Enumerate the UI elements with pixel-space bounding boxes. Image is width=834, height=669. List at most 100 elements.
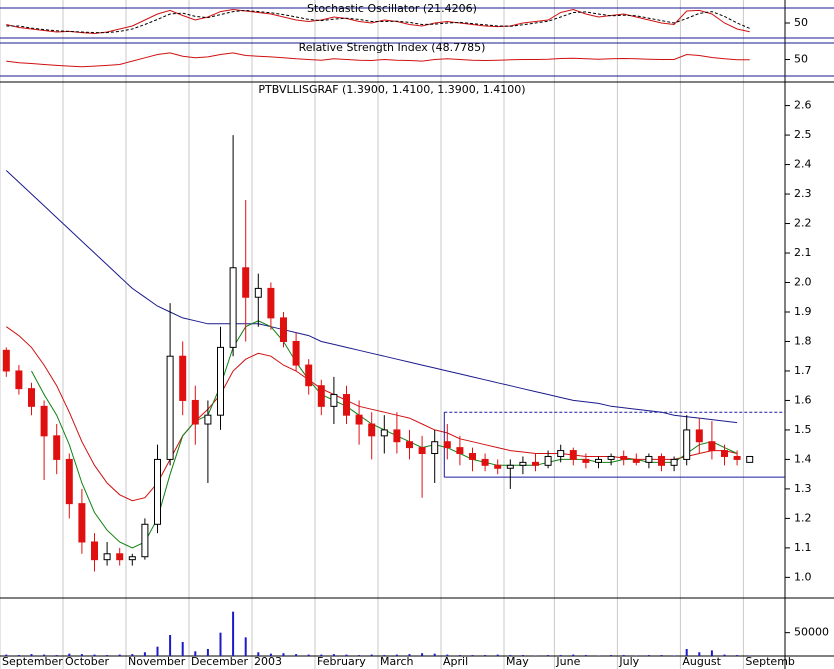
line-series xyxy=(6,52,750,68)
volume-bar xyxy=(698,652,701,656)
candle-body xyxy=(695,429,703,443)
candle-body xyxy=(670,458,678,466)
volume-bar xyxy=(408,654,411,656)
volume-bar xyxy=(559,655,562,656)
line-series xyxy=(6,326,738,502)
candle-body xyxy=(28,388,35,407)
candle-body xyxy=(683,429,691,460)
x-tick-label: December xyxy=(191,655,249,668)
candle-body xyxy=(708,441,716,452)
candle-body xyxy=(519,461,527,466)
volume-bar xyxy=(257,652,260,656)
volume-bar xyxy=(584,655,587,656)
panel-title: Relative Strength Index (48.7785) xyxy=(299,41,486,54)
candle-body xyxy=(305,364,313,387)
candle-body xyxy=(317,385,325,407)
volume-bar xyxy=(395,654,398,656)
candle-body xyxy=(418,447,426,455)
y-tick-label: 2.2 xyxy=(794,217,812,230)
candle-body xyxy=(254,287,262,298)
x-tick-label: September xyxy=(2,655,63,668)
candle-body xyxy=(431,441,439,455)
y-tick-label: 2.3 xyxy=(794,187,812,200)
x-tick-label: Septemb xyxy=(745,655,795,668)
x-tick-label: June xyxy=(555,655,580,668)
volume-bar xyxy=(433,653,436,656)
y-tick-label: 1.9 xyxy=(794,305,812,318)
candle-body xyxy=(78,503,86,543)
candle-body xyxy=(658,455,665,466)
y-tick-label: 2.5 xyxy=(794,128,812,141)
line-series xyxy=(6,9,750,34)
y-tick-label: 2.1 xyxy=(794,246,812,259)
x-tick-label: July xyxy=(618,655,639,668)
candle-body xyxy=(721,450,728,457)
candle-body xyxy=(154,458,161,525)
candle-body xyxy=(267,287,275,319)
volume-bar xyxy=(43,654,46,656)
candle-body xyxy=(506,464,514,469)
candle-body xyxy=(116,553,124,561)
volume-bar xyxy=(647,655,650,656)
volume-bar xyxy=(219,632,222,656)
volume-bar xyxy=(320,654,323,656)
volume-bar xyxy=(521,655,524,656)
y-tick-label: 1.7 xyxy=(794,364,812,377)
volume-bar xyxy=(723,654,726,656)
volume-bar xyxy=(295,654,298,656)
candle-body xyxy=(544,455,552,466)
volume-bar xyxy=(685,649,688,656)
candle-body xyxy=(368,423,376,437)
x-tick-label: April xyxy=(443,655,468,668)
y-tick-label: 50000 xyxy=(794,626,829,639)
x-tick-label: May xyxy=(506,655,529,668)
volume-bar xyxy=(332,654,335,656)
x-tick-label: February xyxy=(317,655,366,668)
candle-body xyxy=(406,441,413,449)
volume-bar xyxy=(547,655,550,656)
candle-body xyxy=(229,267,237,348)
volume-bar xyxy=(30,654,33,656)
panel-title: Stochastic Oscillator (21.4206) xyxy=(307,2,477,15)
y-tick-label: 1.2 xyxy=(794,511,812,524)
candle-body xyxy=(2,349,10,372)
line-series xyxy=(5,170,738,424)
volume-bar xyxy=(269,653,272,656)
panel-title: PTBVLLISGRAF (1.3900, 1.4100, 1.3900, 1.… xyxy=(258,83,525,96)
y-tick-label: 50 xyxy=(794,16,808,29)
volume-bar xyxy=(572,654,575,656)
volume-bar xyxy=(509,655,512,656)
volume-bar xyxy=(55,655,58,656)
candle-body xyxy=(620,455,628,460)
volume-bar xyxy=(194,651,197,656)
volume-bar xyxy=(80,654,83,656)
volume-bar xyxy=(370,654,373,656)
candle-body xyxy=(103,553,111,561)
volume-bar xyxy=(106,655,109,656)
volume-bar xyxy=(206,649,209,656)
candle-body xyxy=(91,541,98,561)
candle-body xyxy=(456,447,464,455)
y-tick-label: 1.4 xyxy=(794,452,812,465)
y-tick-label: 2.4 xyxy=(794,158,812,171)
candle-body xyxy=(645,455,653,463)
candle-body xyxy=(217,346,224,416)
volume-bar xyxy=(131,654,134,656)
candle-body xyxy=(330,394,338,407)
volume-bar xyxy=(345,654,348,656)
candle-body xyxy=(393,429,401,443)
candle-body xyxy=(733,455,741,460)
volume-bar xyxy=(156,646,159,656)
volume-bar xyxy=(471,655,474,656)
candle-body xyxy=(128,556,136,561)
candle-body xyxy=(15,370,23,390)
y-tick-label: 1.1 xyxy=(794,541,812,554)
candle-body xyxy=(40,405,48,437)
candle-body xyxy=(191,399,199,425)
volume-bar xyxy=(143,652,146,656)
volume-bar xyxy=(5,654,8,656)
y-tick-label: 1.0 xyxy=(794,570,812,583)
volume-bar xyxy=(181,642,184,656)
